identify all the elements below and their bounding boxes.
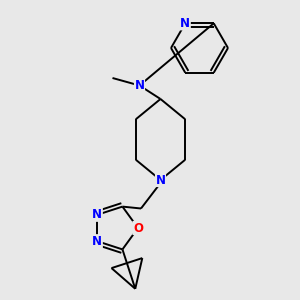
Text: N: N	[92, 235, 102, 248]
Text: O: O	[133, 221, 143, 235]
Text: N: N	[134, 79, 145, 92]
Text: N: N	[92, 208, 102, 221]
Text: N: N	[155, 173, 166, 187]
Text: N: N	[180, 17, 190, 30]
